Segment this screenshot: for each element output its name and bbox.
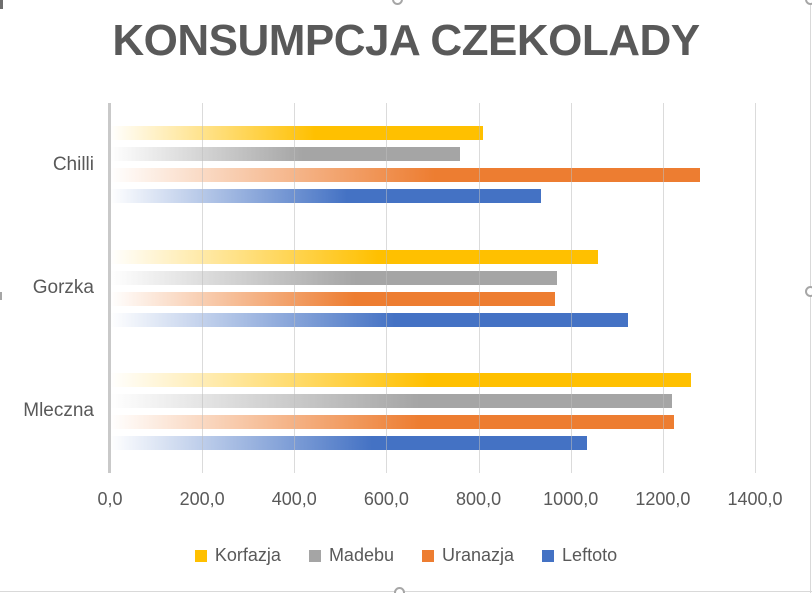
legend-label: Leftoto: [562, 545, 618, 565]
legend-item-leftoto[interactable]: Leftoto: [542, 545, 617, 566]
bar-leftoto-chilli[interactable]: [110, 189, 541, 204]
bar-uranazja-mleczna[interactable]: [110, 414, 675, 429]
legend-swatch-icon: [542, 549, 555, 562]
legend-label: Uranazja: [442, 545, 515, 565]
legend-swatch-icon: [422, 549, 434, 562]
x-tick-label: 0,0: [97, 489, 123, 509]
legend-item-madebu[interactable]: Madebu: [308, 545, 394, 566]
category-label-gorzka: Gorzka: [32, 277, 94, 298]
resize-handle-bottom-icon[interactable]: [394, 587, 405, 593]
bar-uranazja-gorzka[interactable]: [110, 291, 555, 306]
bar-korfazja-mleczna[interactable]: [110, 372, 691, 387]
bar-madebu-chilli[interactable]: [110, 147, 461, 162]
gridline: [202, 103, 204, 473]
chart-title[interactable]: KONSUMPCJA CZEKOLADY: [112, 16, 700, 65]
legend-swatch-icon: [308, 549, 321, 562]
resize-handle-right-icon[interactable]: [805, 286, 812, 297]
legend-item-uranazja[interactable]: Uranazja: [422, 545, 514, 566]
gridline: [662, 103, 664, 473]
bar-leftoto-mleczna[interactable]: [110, 435, 587, 450]
category-label-chilli: Chilli: [52, 153, 94, 175]
x-tick-label: 400,0: [271, 489, 317, 509]
bar-uranazja-chilli[interactable]: [110, 168, 700, 183]
x-tick-label: 600,0: [363, 489, 409, 509]
gridline: [478, 103, 480, 473]
legend-swatch-icon: [194, 549, 207, 562]
bar-madebu-gorzka[interactable]: [110, 270, 557, 285]
x-tick-label: 1200,0: [635, 489, 691, 509]
x-tick-label: 800,0: [456, 489, 502, 509]
resize-handle-left-icon[interactable]: [0, 292, 2, 300]
gridline: [570, 103, 572, 473]
legend: Korfazja Madebu Uranazja Leftoto: [0, 545, 812, 566]
bar-korfazja-chilli[interactable]: [110, 126, 484, 141]
plot-area: [108, 103, 756, 473]
bar-madebu-mleczna[interactable]: [110, 393, 673, 408]
x-tick-label: 1400,0: [727, 489, 783, 509]
bar-korfazja-gorzka[interactable]: [110, 249, 599, 264]
legend-item-korfazja[interactable]: Korfazja: [194, 545, 281, 566]
bar-leftoto-gorzka[interactable]: [110, 312, 629, 327]
x-tick-label: 200,0: [179, 489, 225, 509]
gridline: [294, 103, 296, 473]
resize-handle-top-left-icon[interactable]: [0, 0, 3, 9]
category-label-mleczna: Mleczna: [23, 400, 94, 422]
x-tick-label: 1000,0: [543, 489, 599, 509]
resize-handle-top-right-icon[interactable]: [805, 0, 812, 5]
gridline: [755, 103, 756, 473]
y-axis-line: [108, 103, 111, 473]
resize-handle-top-icon[interactable]: [392, 0, 403, 5]
legend-label: Korfazja: [214, 545, 281, 565]
chart-border-bottom: [0, 591, 812, 592]
gridline: [386, 103, 388, 473]
legend-label: Madebu: [328, 545, 394, 565]
